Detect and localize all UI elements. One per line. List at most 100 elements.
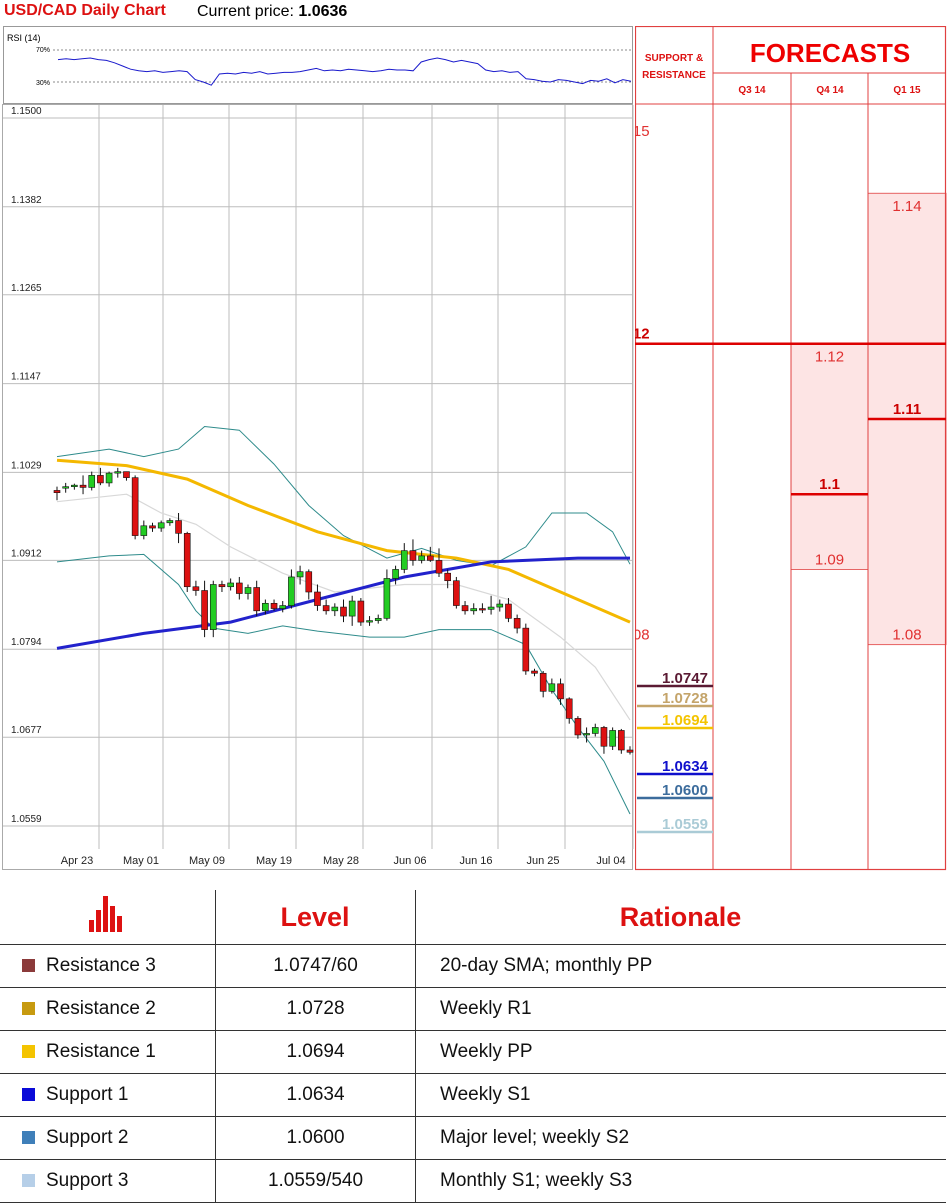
- y-tick-label-3: 1.1147: [11, 372, 41, 383]
- row-name: Support 3: [46, 1170, 129, 1191]
- row-level: 1.0728: [215, 987, 416, 1031]
- forecast-median-label-2: 1.12: [635, 326, 650, 343]
- candle-57: [548, 678, 556, 694]
- candle-body-7: [114, 471, 122, 474]
- bollinger-lower-line: [56, 553, 631, 815]
- sr-level-label-0: 1.0747: [662, 670, 708, 687]
- bollinger-upper-line: [56, 425, 631, 567]
- candle-body-66: [626, 749, 634, 753]
- color-swatch: [22, 1002, 35, 1015]
- forecast-median-label-0: 1.1: [819, 476, 840, 493]
- candle-13: [166, 518, 174, 526]
- candle-body-18: [209, 584, 217, 630]
- candle-5: [97, 467, 104, 486]
- candle-body-32: [331, 606, 339, 612]
- forecast-col-q4-14: Q4 14: [816, 85, 844, 96]
- candle-body-2: [71, 484, 78, 487]
- rationale-column-header: Rationale: [415, 890, 946, 945]
- row-level: 1.0634: [215, 1073, 416, 1117]
- price-chart: 1.1500 1.1382 1.1265 1.1147 1.1029 1.0912 1.07…: [2, 104, 634, 870]
- candle-body-20: [227, 582, 234, 588]
- candle-body-28: [296, 571, 304, 578]
- levels-table-body: Resistance 3 1.0747/60 20-day SMA; monthly…: [0, 944, 946, 1203]
- rsi-level-30-label: 30%: [36, 80, 50, 87]
- table-row: Resistance 3 1.0747/60 20-day SMA; monthly…: [0, 944, 946, 988]
- candle-body-41: [409, 550, 417, 561]
- candle-body-61: [583, 733, 590, 736]
- candle-34: [348, 595, 356, 626]
- candle-body-14: [175, 520, 182, 534]
- candle-44: [435, 548, 443, 577]
- candle-body-24: [262, 602, 269, 612]
- forecast-low-label-0: 1.09: [815, 551, 844, 568]
- candle-28: [296, 565, 304, 585]
- candle-body-10: [140, 525, 148, 536]
- x-tick-label-4: May 28: [323, 855, 359, 867]
- row-rationale: Major level; weekly S2: [415, 1116, 946, 1160]
- color-swatch: [22, 1174, 35, 1187]
- candle-body-62: [591, 727, 599, 734]
- candle-body-46: [453, 580, 460, 606]
- candle-body-43: [427, 555, 434, 561]
- color-swatch: [22, 1045, 35, 1058]
- candle-38: [383, 569, 391, 621]
- row-name-cell: Support 1: [0, 1073, 216, 1117]
- color-swatch: [22, 959, 35, 972]
- chart-bars-icon: [0, 890, 216, 945]
- candle-body-22: [244, 587, 252, 594]
- y-tick-label-7: 1.0677: [11, 725, 42, 736]
- row-level: 1.0600: [215, 1116, 416, 1160]
- candle-body-33: [340, 606, 347, 617]
- candle-56: [539, 671, 547, 698]
- levels-table: Level Rationale Resistance 3 1.0747/60 20-…: [0, 890, 946, 1203]
- candle-35: [357, 598, 365, 626]
- rsi-level-70-label: 70%: [36, 47, 50, 54]
- candle-60: [574, 716, 582, 739]
- candle-45: [444, 569, 451, 589]
- candle-40: [400, 543, 408, 574]
- forecast-low-label-2: 1.08: [635, 627, 650, 644]
- candle-body-5: [97, 475, 104, 484]
- candle-27: [288, 569, 295, 609]
- candle-42: [418, 550, 425, 564]
- candle-6: [105, 471, 113, 487]
- row-rationale: Weekly PP: [415, 1030, 946, 1074]
- candle-32: [331, 603, 339, 617]
- candle-body-1: [62, 486, 69, 489]
- row-name-cell: Support 2: [0, 1116, 216, 1160]
- candle-64: [609, 727, 616, 751]
- sr-level-label-1: 1.0728: [662, 690, 708, 707]
- candle-body-19: [218, 584, 226, 588]
- rsi-panel: RSI (14) 70% 30%: [3, 26, 633, 104]
- candle-2: [71, 483, 78, 490]
- y-tick-label-6: 1.0794: [11, 637, 42, 648]
- candle-25: [270, 599, 278, 611]
- row-name-cell: Resistance 3: [0, 944, 216, 988]
- candle-48: [470, 603, 478, 615]
- candle-body-47: [461, 605, 469, 612]
- candle-11: [149, 522, 156, 532]
- forecast-marks: 1.12 1.1 1.09 1.14 1.11 1.08 1.15 1.12 1.08: [635, 123, 946, 644]
- candle-body-63: [600, 727, 608, 747]
- candle-body-55: [531, 670, 538, 674]
- row-name: Resistance 3: [46, 955, 156, 976]
- table-row: Support 2 1.0600 Major level; weekly S2: [0, 1116, 946, 1160]
- candle-body-12: [157, 522, 165, 529]
- candle-body-48: [470, 608, 478, 612]
- candle-body-17: [201, 590, 208, 630]
- row-name: Resistance 2: [46, 998, 156, 1019]
- candle-43: [427, 546, 434, 562]
- candle-body-59: [565, 698, 573, 719]
- candle-24: [262, 599, 269, 615]
- level-column-header: Level: [215, 890, 416, 945]
- candle-body-45: [444, 572, 451, 582]
- candle-8: [123, 471, 130, 481]
- x-tick-label-7: Jun 25: [526, 855, 559, 867]
- rsi-series: [57, 57, 632, 86]
- candle-30: [314, 584, 321, 611]
- candle-body-35: [357, 600, 365, 623]
- candle-16: [192, 580, 200, 596]
- support-resistance-label-line1: SUPPORT &: [645, 53, 703, 64]
- table-row: Support 1 1.0634 Weekly S1: [0, 1073, 946, 1117]
- candle-59: [565, 697, 573, 724]
